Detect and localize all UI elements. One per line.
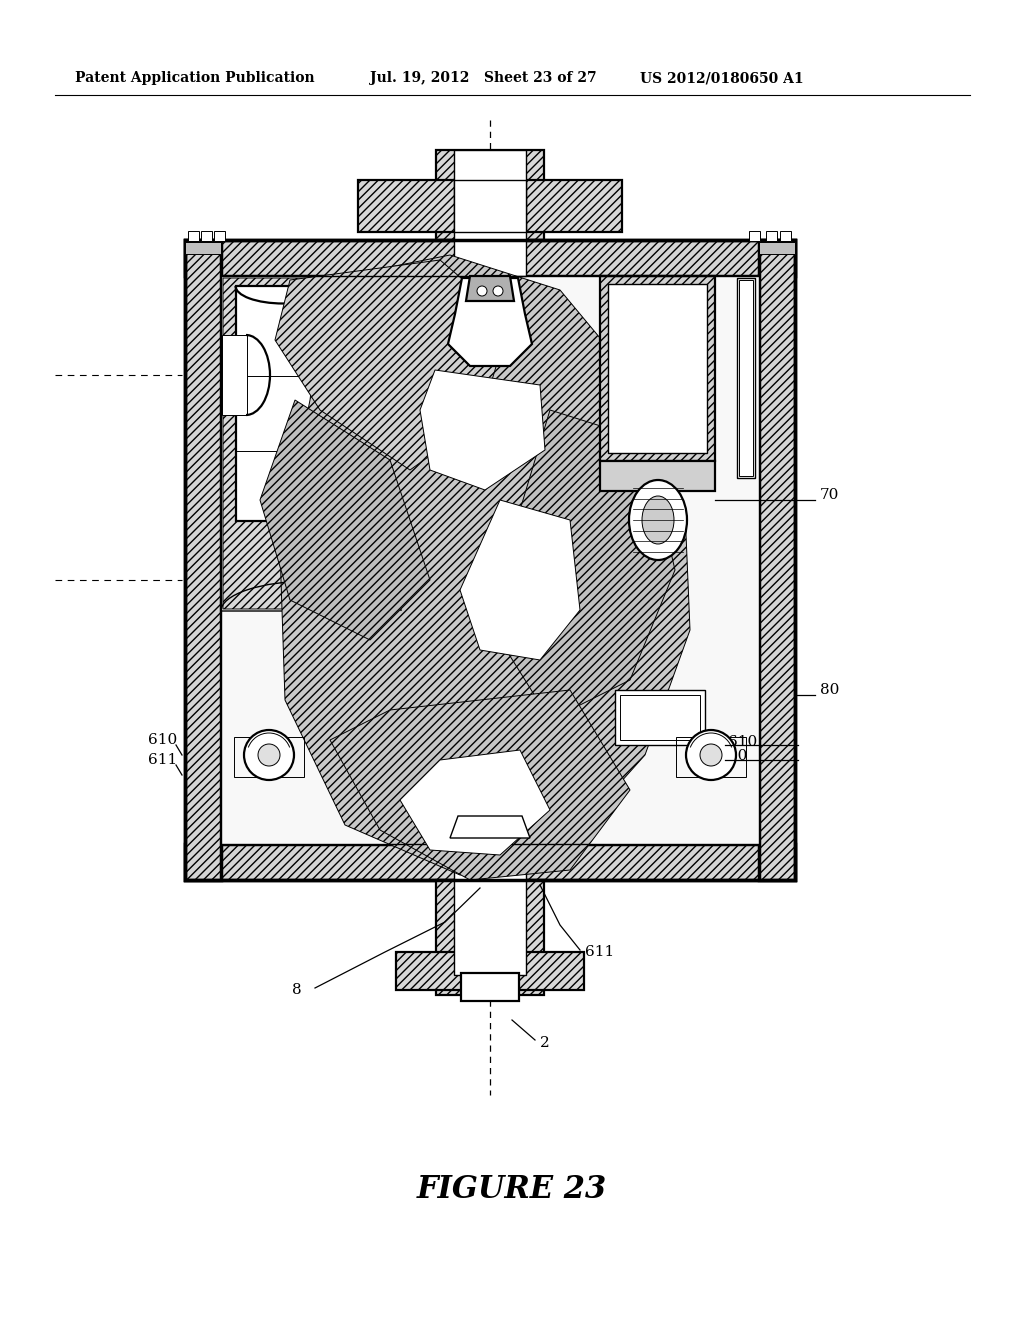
- Polygon shape: [400, 750, 550, 855]
- Polygon shape: [450, 816, 530, 838]
- Text: 610: 610: [148, 733, 177, 747]
- Bar: [222, 335, 247, 414]
- Bar: [749, 231, 760, 242]
- Polygon shape: [737, 279, 755, 478]
- Bar: [201, 231, 212, 242]
- Circle shape: [686, 730, 736, 780]
- Bar: [236, 286, 331, 521]
- Circle shape: [493, 286, 503, 296]
- Polygon shape: [330, 690, 630, 880]
- Bar: [766, 231, 777, 242]
- Ellipse shape: [629, 480, 687, 560]
- Text: 80: 80: [820, 682, 840, 697]
- Bar: [759, 242, 795, 253]
- Polygon shape: [420, 370, 545, 490]
- Bar: [221, 276, 759, 843]
- Bar: [396, 952, 584, 990]
- Polygon shape: [275, 260, 510, 470]
- Polygon shape: [500, 411, 675, 719]
- Bar: [615, 690, 705, 744]
- Text: 2: 2: [540, 1036, 550, 1049]
- Circle shape: [258, 744, 280, 766]
- Text: US 2012/0180650 A1: US 2012/0180650 A1: [640, 71, 804, 84]
- Bar: [454, 240, 526, 276]
- Bar: [737, 279, 755, 478]
- Text: FIGURE 23: FIGURE 23: [417, 1175, 607, 1205]
- Text: 80: 80: [728, 748, 748, 763]
- Bar: [185, 240, 221, 880]
- Bar: [620, 696, 700, 741]
- Polygon shape: [460, 500, 580, 660]
- Polygon shape: [223, 279, 414, 609]
- Text: Jul. 19, 2012   Sheet 23 of 27: Jul. 19, 2012 Sheet 23 of 27: [370, 71, 597, 84]
- Text: Patent Application Publication: Patent Application Publication: [75, 71, 314, 84]
- Bar: [780, 231, 791, 242]
- Polygon shape: [221, 276, 416, 611]
- Bar: [739, 280, 753, 477]
- Text: 611: 611: [148, 752, 177, 767]
- Circle shape: [700, 744, 722, 766]
- Bar: [436, 880, 544, 995]
- Bar: [454, 150, 526, 240]
- Bar: [454, 880, 526, 975]
- Bar: [214, 231, 225, 242]
- Text: 611: 611: [585, 945, 614, 960]
- Bar: [454, 843, 526, 880]
- Bar: [600, 276, 715, 461]
- Polygon shape: [466, 276, 514, 301]
- Circle shape: [477, 286, 487, 296]
- Bar: [461, 973, 519, 1001]
- Polygon shape: [260, 400, 430, 640]
- Bar: [600, 461, 715, 491]
- Circle shape: [244, 730, 294, 780]
- Bar: [185, 240, 795, 880]
- Bar: [185, 242, 221, 253]
- Ellipse shape: [642, 496, 674, 544]
- Bar: [185, 843, 795, 880]
- Bar: [759, 240, 795, 880]
- Polygon shape: [615, 690, 705, 744]
- Bar: [608, 284, 707, 453]
- Polygon shape: [280, 255, 690, 875]
- Text: 610: 610: [728, 735, 758, 748]
- Text: 8: 8: [293, 983, 302, 997]
- Bar: [185, 240, 795, 276]
- Bar: [358, 180, 622, 232]
- Bar: [188, 231, 199, 242]
- Text: 70: 70: [820, 488, 840, 502]
- Bar: [436, 150, 544, 240]
- Bar: [454, 180, 526, 232]
- Polygon shape: [449, 279, 532, 366]
